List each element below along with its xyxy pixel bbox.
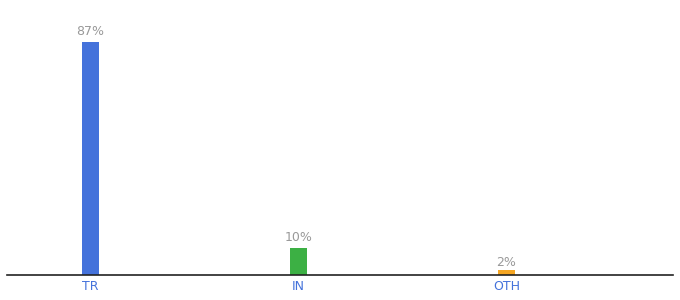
Text: 87%: 87% xyxy=(76,25,104,38)
Bar xyxy=(290,248,307,275)
Bar xyxy=(82,42,99,275)
Text: 2%: 2% xyxy=(496,256,517,269)
Bar xyxy=(498,270,515,275)
Text: 10%: 10% xyxy=(284,231,312,244)
